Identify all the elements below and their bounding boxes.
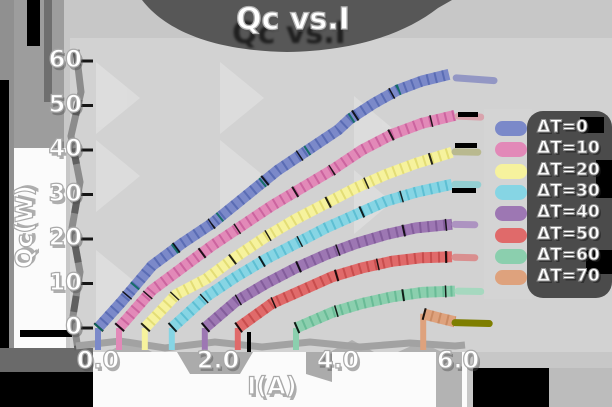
x-tick-label: 6.0: [436, 346, 480, 374]
y-tick-label: 60: [48, 45, 83, 73]
x-tick-label: 4.0: [316, 346, 360, 374]
legend-swatch: [495, 142, 527, 158]
curve-line: [201, 218, 453, 333]
legend-swatch: [495, 248, 527, 264]
legend-swatch: [495, 227, 527, 243]
legend-swatch: [495, 121, 527, 136]
legend-swatch: [495, 270, 527, 286]
y-tick-label: 10: [48, 267, 83, 296]
x-axis-label: I(A): [247, 372, 298, 400]
curve-hatch-texture: [421, 308, 457, 328]
y-axis-label: Qc(W): [10, 184, 39, 269]
curve-hatch-texture: [293, 285, 456, 334]
legend-swatch: [495, 184, 527, 200]
y-tick-label: 50: [48, 89, 83, 118]
cap-artifacts: [247, 112, 478, 352]
curve-end-cap: [452, 74, 498, 85]
y-tick-label: 30: [48, 178, 83, 207]
legend-label: ΔT=30: [537, 180, 601, 201]
legend-label: ΔT=20: [537, 159, 601, 180]
legend-swatch: [495, 206, 527, 222]
curve-line: [140, 146, 454, 332]
legend-backdrop: [484, 109, 612, 299]
legend-swatch: [495, 163, 527, 179]
title-shadow-text: Qc vs.I: [232, 16, 346, 51]
legend-label: ΔT=60: [537, 244, 601, 265]
curve-hatch-texture: [168, 178, 454, 333]
curve-hatch-texture: [93, 69, 451, 332]
x-tick-label: 2.0: [196, 346, 240, 374]
curve-hatch-texture: [114, 109, 457, 332]
curve-lines: [93, 68, 498, 350]
legend-label: ΔT=10: [537, 138, 601, 159]
legend-label: ΔT=50: [537, 223, 601, 244]
y-tick-label: 0: [65, 312, 83, 340]
axis-tick-marks: [77, 59, 93, 330]
curve-line: [234, 251, 453, 333]
y-tick-label: 40: [48, 134, 83, 162]
x-tick-label: 0.0: [76, 346, 120, 374]
legend-label: ΔT=70: [537, 266, 601, 287]
curve-end-cap: [451, 319, 493, 328]
y-tick-label: 20: [48, 223, 83, 251]
page-title: Qc vs.I: [235, 2, 350, 37]
legend-label: ΔT=40: [537, 202, 601, 223]
curve-black-ticks: [167, 178, 454, 333]
legend-label: ΔT=0: [537, 117, 589, 137]
title-shadow-blob: [142, 0, 452, 52]
